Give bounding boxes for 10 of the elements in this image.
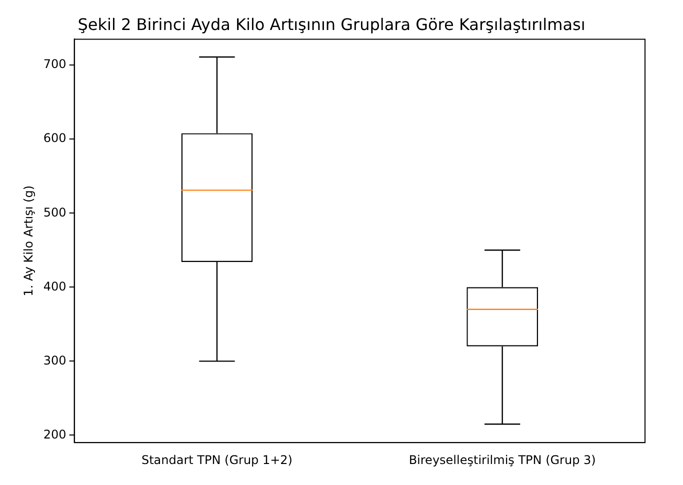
y-tick-label: 700 — [43, 57, 66, 72]
y-tick-label: 600 — [43, 131, 66, 146]
x-tick-label: Standart TPN (Grup 1+2) — [141, 452, 292, 467]
x-tick-label: Bireyselleştirilmiş TPN (Grup 3) — [408, 452, 596, 467]
y-axis-title: 1. Ay Kilo Artışı (g) — [21, 185, 36, 296]
y-tick-label: 500 — [43, 205, 66, 220]
chart-title: Şekil 2 Birinci Ayda Kilo Artışının Gruplara Göre Karşılaştırılması — [78, 14, 586, 34]
y-tick-label: 300 — [43, 353, 66, 368]
y-tick-label: 400 — [43, 279, 66, 294]
y-tick-label: 200 — [43, 427, 66, 442]
